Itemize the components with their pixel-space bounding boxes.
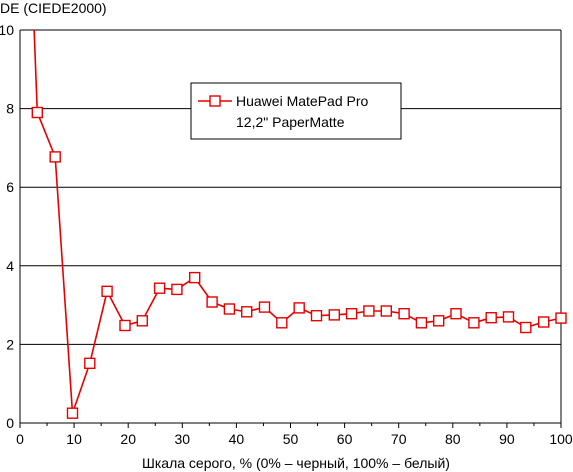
x-tick-label: 0 bbox=[16, 431, 24, 447]
y-tick-label: 2 bbox=[6, 336, 14, 352]
x-tick-label: 40 bbox=[229, 431, 245, 447]
data-point bbox=[223, 303, 236, 315]
data-point bbox=[310, 310, 323, 322]
data-point bbox=[240, 306, 253, 318]
x-tick-label: 100 bbox=[549, 431, 573, 447]
y-tick-label: 6 bbox=[6, 179, 14, 195]
data-point bbox=[66, 407, 79, 419]
x-tick-label: 60 bbox=[337, 431, 353, 447]
legend-label-line-1: Huawei MatePad Pro bbox=[236, 93, 369, 109]
x-tick-label: 50 bbox=[283, 431, 299, 447]
legend-label-line-2: 12,2" PaperMatte bbox=[236, 114, 345, 130]
y-tick-label: 0 bbox=[6, 415, 14, 431]
data-point bbox=[276, 317, 288, 329]
data-point bbox=[206, 296, 218, 308]
x-tick-label: 80 bbox=[445, 431, 461, 447]
data-point bbox=[49, 151, 61, 163]
data-point bbox=[502, 311, 515, 323]
data-point bbox=[520, 321, 532, 334]
data-point bbox=[345, 308, 358, 320]
x-axis-title: Шкала серого, % (0% – черный, 100% – бел… bbox=[142, 455, 450, 471]
marker-layer bbox=[31, 106, 567, 419]
y-tick-label: 8 bbox=[6, 101, 14, 117]
data-point bbox=[153, 282, 166, 294]
y-tick-label: 4 bbox=[6, 258, 14, 274]
x-tick-label: 30 bbox=[175, 431, 191, 447]
data-point bbox=[328, 309, 340, 321]
data-point bbox=[450, 308, 462, 320]
data-point bbox=[84, 357, 96, 369]
data-point bbox=[398, 308, 410, 320]
data-point bbox=[363, 305, 375, 317]
series-line bbox=[33, 30, 561, 415]
data-point bbox=[101, 285, 113, 297]
data-point bbox=[468, 317, 480, 329]
legend-box bbox=[190, 82, 402, 140]
x-tick-label: 70 bbox=[391, 431, 407, 447]
legend: Huawei MatePad Pro 12,2" PaperMatte bbox=[190, 82, 402, 140]
data-point bbox=[188, 271, 201, 284]
x-tick-label: 20 bbox=[120, 431, 136, 447]
y-axis-title: DE (CIEDE2000) bbox=[0, 0, 107, 16]
data-point bbox=[538, 316, 550, 328]
data-point bbox=[293, 302, 305, 314]
data-point bbox=[415, 317, 428, 329]
data-point bbox=[171, 283, 183, 296]
data-point bbox=[31, 106, 43, 119]
data-point bbox=[119, 319, 131, 332]
y-tick-label: 10 bbox=[0, 22, 14, 38]
series-layer bbox=[33, 30, 561, 415]
x-tick-label: 10 bbox=[66, 431, 82, 447]
legend-marker-swatch bbox=[209, 95, 221, 107]
data-point bbox=[258, 301, 271, 313]
data-point bbox=[555, 312, 567, 324]
data-point bbox=[136, 315, 149, 327]
data-point bbox=[485, 312, 497, 324]
data-point bbox=[380, 305, 392, 317]
x-tick-label: 90 bbox=[499, 431, 515, 447]
data-point bbox=[433, 315, 445, 327]
